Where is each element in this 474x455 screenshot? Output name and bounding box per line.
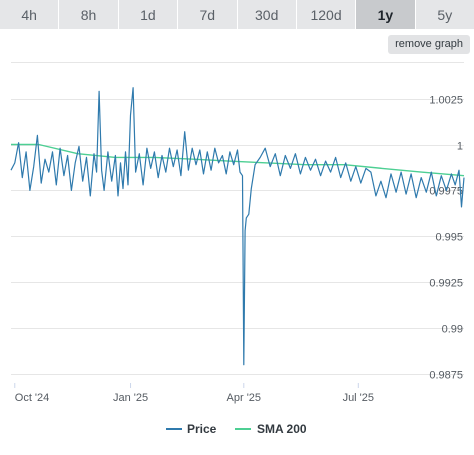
price-series-line	[10, 87, 465, 366]
tab-1d[interactable]: 1d	[118, 0, 178, 29]
y-tick-label: 0.9925	[429, 278, 463, 290]
tab-120d[interactable]: 120d	[296, 0, 356, 29]
tab-30d[interactable]: 30d	[237, 0, 296, 29]
tab-5y[interactable]: 5y	[415, 0, 474, 29]
tab-4h[interactable]: 4h	[0, 0, 59, 29]
series-lines	[10, 87, 465, 366]
tab-1y[interactable]: 1y	[356, 0, 415, 29]
y-tick-label: 1	[457, 141, 463, 153]
x-tick-label: Jul '25	[343, 392, 374, 404]
legend: Price SMA 200	[166, 422, 307, 436]
tab-7d[interactable]: 7d	[178, 0, 237, 29]
x-axis-ticks: Oct '24 Jan '25 Apr '25 Jul '25	[14, 383, 374, 404]
time-range-tabs: 4h 8h 1d 7d 30d 120d 1y 5y	[0, 0, 474, 30]
tab-8h[interactable]: 8h	[59, 0, 118, 29]
legend-sma-label[interactable]: SMA 200	[257, 422, 307, 436]
y-tick-label: 0.995	[435, 232, 463, 244]
remove-graph-button[interactable]: remove graph	[388, 35, 470, 54]
x-tick-label: Oct '24	[15, 392, 50, 404]
y-tick-label: 0.9875	[429, 370, 463, 382]
grid-lines	[11, 62, 464, 375]
legend-price-label[interactable]: Price	[187, 422, 217, 436]
y-tick-label: 1.0025	[429, 95, 463, 107]
y-tick-label: 0.99	[442, 324, 463, 336]
x-tick-label: Jan '25	[113, 392, 148, 404]
x-tick-label: Apr '25	[227, 392, 262, 404]
